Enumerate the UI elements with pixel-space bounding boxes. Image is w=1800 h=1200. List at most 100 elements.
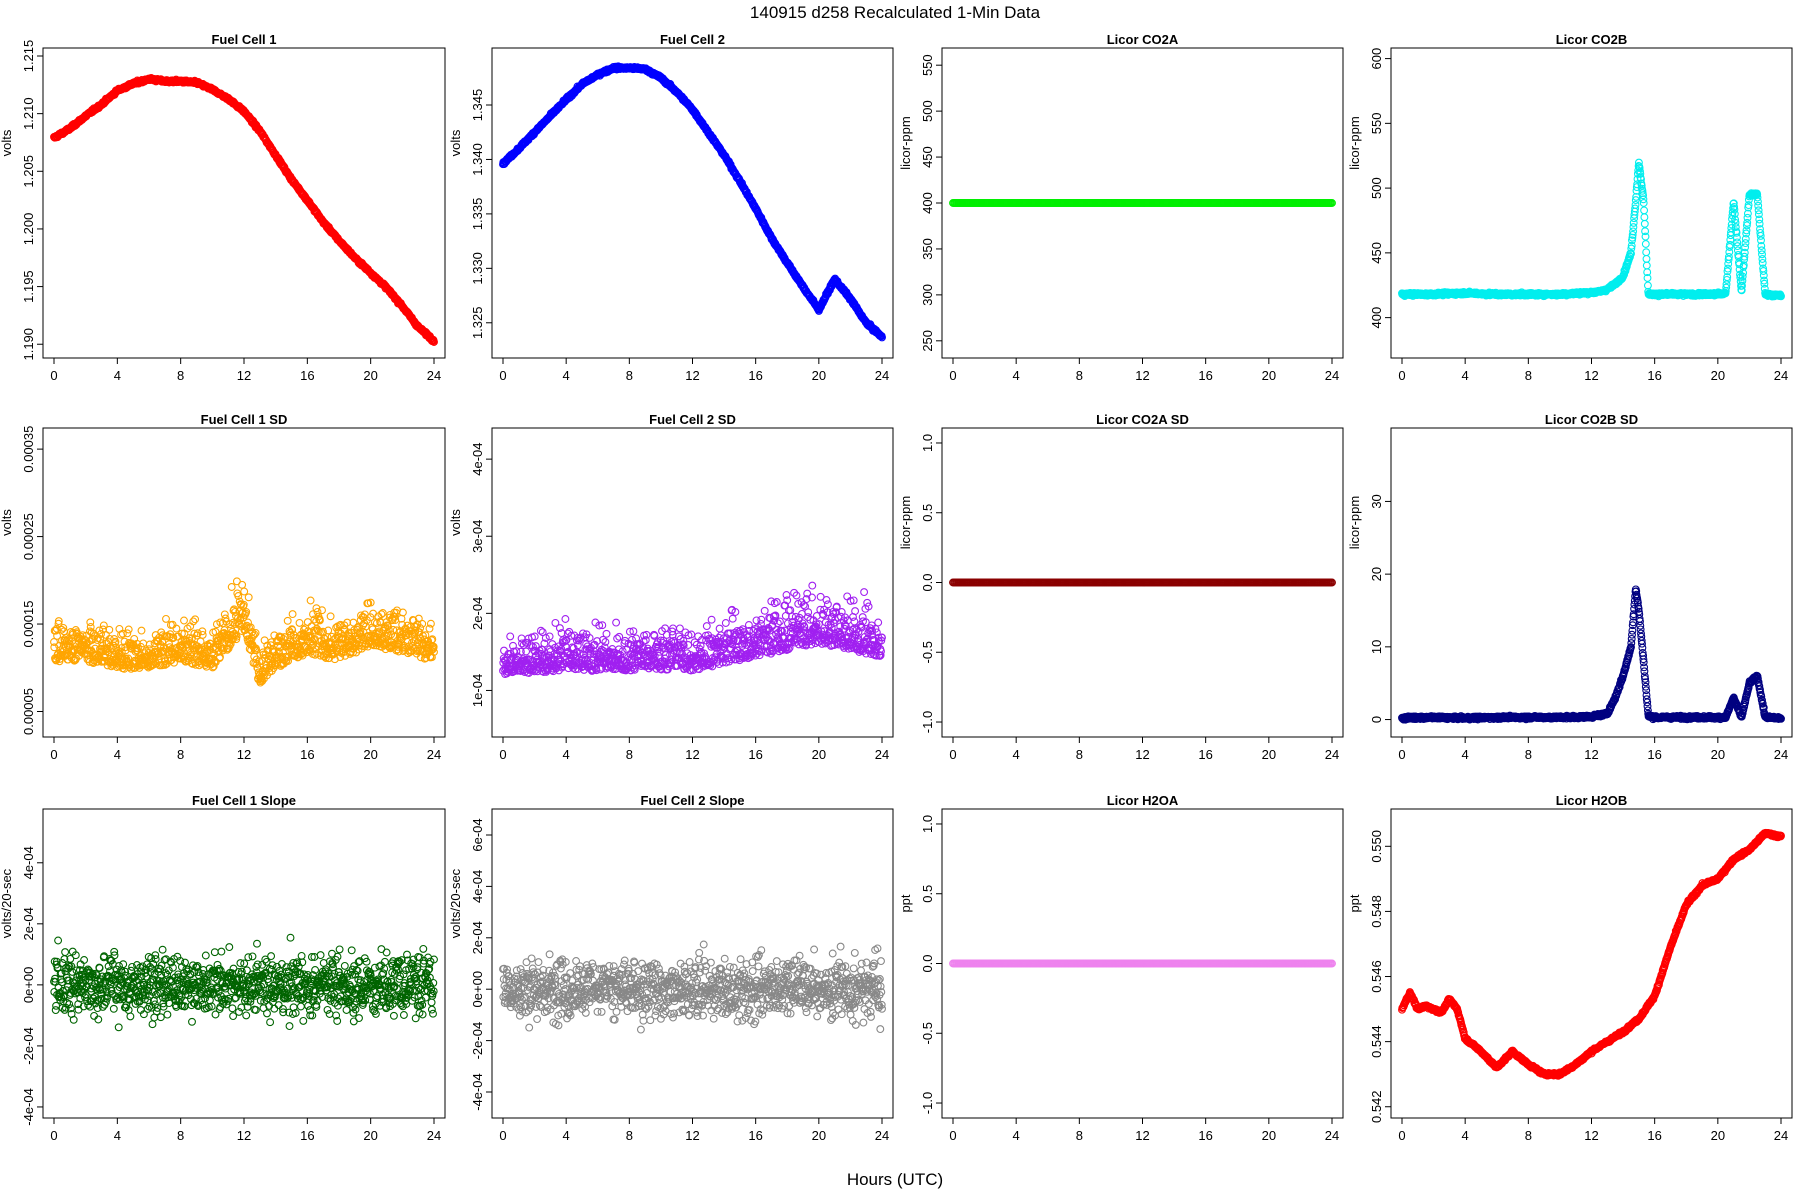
y-tick-label: 0.00025 [21, 513, 36, 560]
plot-frame [491, 47, 894, 359]
series-points [499, 62, 886, 342]
x-tick-label: 24 [875, 368, 889, 383]
data-point [162, 614, 170, 623]
data-point [1642, 248, 1651, 257]
y-tick-label: 4e-04 [470, 443, 485, 476]
x-tick-label: 4 [563, 368, 570, 383]
x-tick-label: 0 [499, 747, 506, 762]
series-points [50, 73, 438, 346]
y-tick-label: 1.205 [21, 155, 36, 188]
x-tick-label: 16 [748, 368, 762, 383]
data-point [191, 615, 200, 624]
y-tick-label: 1.325 [470, 307, 485, 340]
x-tick-label: 16 [748, 747, 762, 762]
x-tick-label: 0 [50, 747, 57, 762]
series-points [50, 577, 438, 687]
y-axis-label: licor-ppm [1347, 116, 1362, 169]
data-point [295, 618, 304, 627]
y-tick-label: 1.215 [21, 40, 36, 73]
data-point [1641, 240, 1650, 248]
panel-title: Licor CO2A [1107, 32, 1179, 47]
plot-frame [1390, 47, 1793, 359]
data-point [303, 618, 312, 627]
panel-title: Fuel Cell 2 SD [649, 412, 736, 427]
y-tick-label: 1.330 [470, 252, 485, 285]
x-tick-label: 16 [1647, 368, 1661, 383]
series-points [949, 199, 1336, 207]
x-tick-label: 24 [427, 747, 441, 762]
plot-frame [491, 427, 894, 738]
x-tick-label: 12 [1584, 368, 1598, 383]
y-axis-label: volts [0, 129, 14, 156]
x-tick-label: 24 [427, 368, 441, 383]
x-tick-label: 0 [949, 368, 956, 383]
data-point [1640, 213, 1649, 222]
y-tick-label: 250 [920, 330, 935, 352]
x-axis-label: Hours (UTC) [847, 1170, 943, 1189]
x-tick-label: 4 [563, 747, 570, 762]
y-tick-label: 1.210 [21, 97, 36, 130]
y-axis-label: licor-ppm [898, 116, 913, 169]
x-tick-label: 20 [1262, 368, 1276, 383]
x-tick-label: 12 [237, 368, 251, 383]
x-tick-label: 4 [1013, 368, 1020, 383]
data-point [288, 610, 297, 619]
y-tick-label: 450 [920, 146, 935, 168]
data-point [1642, 254, 1651, 263]
data-point [172, 624, 181, 633]
y-tick-label: 1.345 [470, 89, 485, 122]
x-tick-label: 16 [300, 747, 314, 762]
data-point [238, 580, 247, 589]
y-tick-label: 350 [920, 238, 935, 260]
panel-title: Fuel Cell 1 [211, 32, 276, 47]
data-point [1640, 206, 1649, 215]
data-point [326, 612, 335, 621]
data-point [306, 596, 315, 605]
x-tick-label: 16 [300, 368, 314, 383]
y-tick-label: 550 [920, 54, 935, 76]
x-tick-label: 0 [50, 368, 57, 383]
data-point [137, 626, 146, 635]
data-point [240, 587, 249, 596]
y-tick-label: 2e-04 [470, 597, 485, 630]
plot-frame [42, 47, 446, 359]
x-tick-label: 20 [1711, 368, 1725, 383]
data-point [189, 617, 198, 626]
x-tick-label: 8 [626, 747, 633, 762]
y-tick-label: 500 [1369, 177, 1384, 199]
y-axis-label: volts [0, 509, 14, 536]
y-tick-label: 1.195 [21, 270, 36, 303]
y-tick-label: 1.335 [470, 198, 485, 231]
y-tick-label: 3e-04 [470, 520, 485, 553]
x-tick-label: 12 [1135, 368, 1149, 383]
y-axis-label: volts [448, 129, 463, 156]
y-tick-label: 400 [1369, 307, 1384, 329]
y-tick-label: 1e-04 [470, 674, 485, 707]
x-tick-label: 12 [685, 747, 699, 762]
data-point [1642, 261, 1651, 270]
panel-4: Fuel Cell 1 SD0 4 8 12 16 20 240.000050.000150… [0, 412, 446, 762]
figure-title: 140915 d258 Recalculated 1-Min Data [750, 3, 1041, 22]
y-tick-label: 1.340 [470, 143, 485, 176]
data-point [180, 616, 188, 625]
x-tick-label: 4 [114, 747, 121, 762]
panel-title: Fuel Cell 2 [660, 32, 725, 47]
panel-title: Fuel Cell 1 SD [201, 412, 288, 427]
x-tick-label: 12 [237, 747, 251, 762]
panel-0: Fuel Cell 10 4 8 12 16 20 241.1901.1951.2001.2… [0, 32, 446, 383]
x-tick-label: 8 [177, 747, 184, 762]
data-point [506, 632, 515, 641]
x-tick-label: 0 [1398, 368, 1405, 383]
data-point [244, 593, 253, 602]
y-tick-label: 300 [920, 284, 935, 306]
data-point [1640, 219, 1649, 228]
x-tick-label: 8 [1525, 368, 1532, 383]
panels-grid: Fuel Cell 10 4 8 12 16 20 241.1901.1951.2001.2… [0, 32, 1793, 1143]
data-point [283, 616, 292, 625]
data-point [145, 640, 154, 649]
y-tick-label: 400 [920, 192, 935, 214]
x-tick-label: 20 [812, 747, 826, 762]
